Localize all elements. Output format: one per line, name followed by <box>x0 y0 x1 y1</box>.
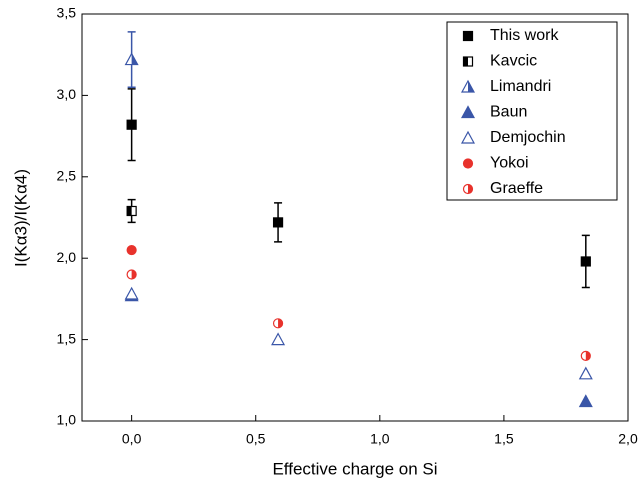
y-tick-label: 3,0 <box>57 86 77 102</box>
marker-shape <box>462 30 474 42</box>
marker-half <box>131 53 138 65</box>
legend-label: Yokoi <box>490 155 529 172</box>
marker-shape <box>271 332 286 346</box>
marker-half <box>131 269 137 279</box>
x-tick-label: 1,5 <box>494 431 514 447</box>
data-point <box>271 332 286 346</box>
x-axis-title: Effective charge on Si <box>272 459 437 478</box>
legend-label: This work <box>490 27 559 44</box>
legend-label: Demjochin <box>490 129 566 146</box>
legend-label: Baun <box>490 104 527 121</box>
y-tick-label: 2,5 <box>57 168 77 184</box>
marker-shape <box>578 394 593 408</box>
data-point <box>126 244 137 256</box>
y-axis-title: I(Kα3)/I(Kα4) <box>11 169 30 267</box>
marker-shape <box>126 119 137 130</box>
marker-half <box>468 184 473 194</box>
data-point <box>126 205 137 217</box>
data-point <box>126 119 137 130</box>
legend-marker <box>462 30 474 42</box>
marker-half <box>127 206 132 216</box>
legend-marker <box>462 183 474 195</box>
y-tick-label: 2,0 <box>57 249 77 265</box>
marker-shape <box>460 105 476 119</box>
marker-shape <box>460 130 476 144</box>
x-tick-label: 1,0 <box>370 431 390 447</box>
marker-shape <box>272 217 284 228</box>
marker-half <box>278 318 283 328</box>
legend-marker <box>462 56 474 67</box>
data-point <box>272 318 284 329</box>
marker-shape <box>124 286 139 300</box>
x-tick-label: 0,5 <box>246 431 266 447</box>
x-tick-label: 2,0 <box>618 431 638 447</box>
data-point <box>126 269 137 280</box>
marker-shape <box>578 366 593 380</box>
y-tick-label: 1,5 <box>57 330 77 346</box>
data-point <box>580 350 591 361</box>
data-point <box>124 286 139 300</box>
legend-marker <box>460 105 476 119</box>
legend-marker <box>460 130 476 144</box>
legend-label: Graeffe <box>490 180 543 197</box>
plot-frame <box>81 13 629 422</box>
marker-shape <box>126 244 137 256</box>
marker-half <box>463 57 468 66</box>
data-point <box>272 217 284 228</box>
data-point <box>578 394 593 408</box>
marker-half <box>585 351 591 361</box>
marker-half <box>468 81 474 92</box>
marker-shape <box>580 256 591 267</box>
y-tick-label: 3,5 <box>57 5 77 21</box>
data-point <box>578 366 593 380</box>
legend-marker <box>462 158 474 169</box>
legend-box <box>446 21 618 201</box>
marker-shape <box>462 158 474 169</box>
x-tick-label: 0,0 <box>122 431 142 447</box>
legend-label: Limandri <box>490 78 551 95</box>
data-point <box>580 256 591 267</box>
data-point <box>124 52 139 66</box>
legend-marker <box>460 79 476 93</box>
y-tick-label: 1,0 <box>57 412 77 428</box>
legend-label: Kavcic <box>490 53 537 70</box>
